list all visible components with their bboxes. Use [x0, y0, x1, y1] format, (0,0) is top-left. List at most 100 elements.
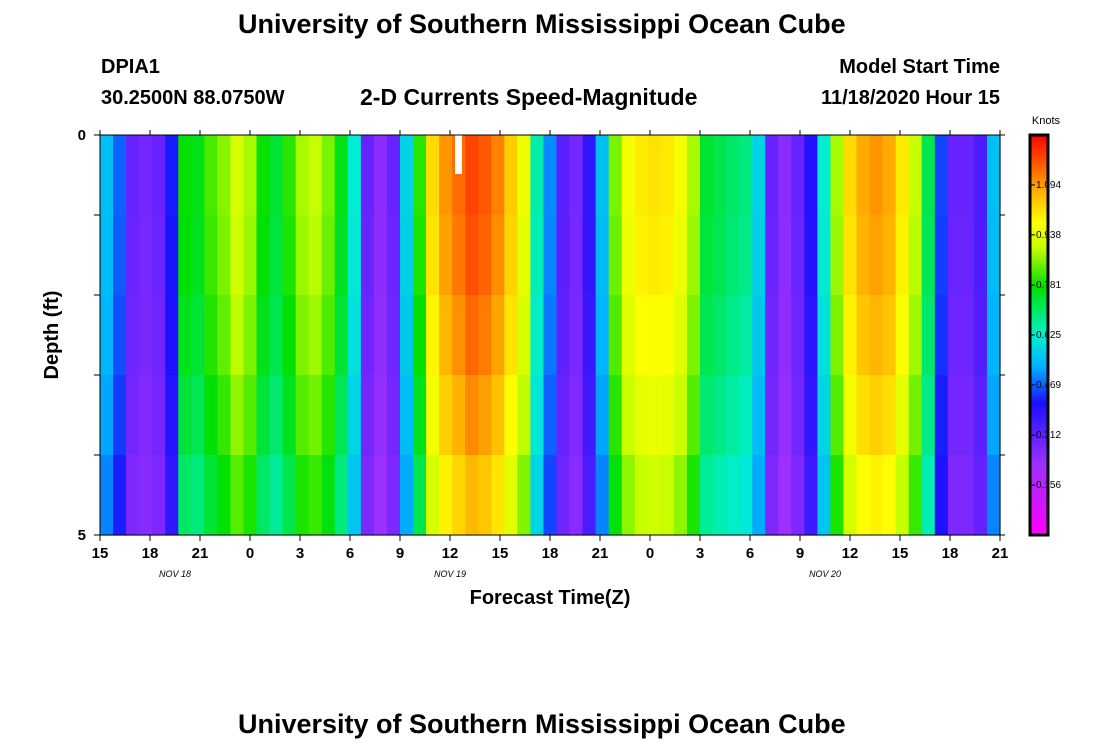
heatmap-cell: [517, 375, 532, 456]
heatmap-cell: [739, 455, 753, 536]
heatmap-cell: [895, 455, 910, 536]
heatmap-cell: [752, 215, 766, 296]
heatmap-cell: [334, 295, 349, 376]
heatmap-cell: [230, 215, 245, 296]
heatmap-cell: [530, 215, 545, 296]
heatmap-cell: [139, 375, 153, 456]
heatmap-cell: [791, 455, 805, 536]
heatmap-cell: [895, 215, 910, 296]
heatmap-cell: [595, 375, 610, 456]
heatmap-cell: [217, 215, 232, 296]
heatmap-cell: [556, 215, 571, 296]
heatmap-cell: [608, 295, 623, 376]
heatmap-cell: [921, 215, 936, 296]
heatmap-cell: [439, 375, 453, 456]
heatmap-cell: [882, 295, 897, 376]
heatmap-cell: [582, 375, 597, 456]
heatmap-cell: [556, 375, 571, 456]
heatmap-cell: [647, 455, 662, 536]
x-tick-label: 18: [542, 545, 559, 562]
model-start-label: Model Start Time: [839, 56, 1000, 78]
heatmap-cell: [778, 295, 792, 376]
heatmap-cell: [139, 135, 153, 216]
heatmap-cell: [869, 215, 884, 296]
heatmap-cell: [882, 135, 897, 216]
heatmap-cell: [908, 375, 923, 456]
heatmap-cell: [726, 215, 740, 296]
heatmap-cell: [856, 375, 871, 456]
heatmap-cell: [504, 215, 518, 296]
x-tick-label: 9: [396, 545, 404, 562]
x-tick-label: 12: [442, 545, 459, 562]
heatmap-cell: [869, 295, 884, 376]
heatmap-cell: [386, 135, 401, 216]
heatmap-cell: [765, 215, 779, 296]
heatmap-cell: [504, 135, 518, 216]
heatmap-cell: [426, 135, 440, 216]
heatmap-cell: [621, 215, 636, 296]
heatmap-cell: [726, 295, 740, 376]
heatmap-cell: [973, 215, 988, 296]
heatmap-cell: [439, 455, 453, 536]
heatmap-cell: [830, 455, 845, 536]
heatmap-cell: [439, 295, 453, 376]
heatmap-cell: [608, 135, 623, 216]
heatmap-cell: [869, 135, 884, 216]
heatmap-cell: [413, 215, 427, 296]
heatmap-cell: [386, 375, 401, 456]
heatmap-cell: [308, 375, 323, 456]
heatmap-cell: [791, 215, 805, 296]
heatmap-cell: [204, 135, 218, 216]
heatmap-cell: [556, 455, 571, 536]
heatmap-cell: [282, 135, 297, 216]
heatmap-cell: [413, 295, 427, 376]
heatmap-cell: [386, 295, 401, 376]
heatmap-cell: [778, 455, 792, 536]
heatmap-cell: [426, 215, 440, 296]
heatmap-cell: [634, 295, 649, 376]
y-tick-label: 5: [78, 527, 86, 544]
footer-title: University of Southern Mississippi Ocean…: [238, 709, 846, 739]
heatmap-cell: [217, 295, 232, 376]
heatmap-cell: [843, 215, 858, 296]
heatmap-cell: [152, 455, 166, 536]
heatmap-cell: [973, 455, 988, 536]
heatmap-cell: [373, 375, 388, 456]
heatmap-cell: [452, 295, 466, 376]
heatmap-cell: [843, 455, 858, 536]
heatmap-cell: [726, 375, 740, 456]
heatmap-cell: [739, 135, 753, 216]
heatmap-cell: [921, 295, 936, 376]
heatmap-cell: [947, 135, 962, 216]
heatmap-cell: [126, 455, 140, 536]
heatmap-cell: [778, 135, 792, 216]
heatmap-cell: [686, 295, 701, 376]
heatmap-cell: [686, 455, 701, 536]
heatmap-cell: [621, 455, 636, 536]
heatmap-cell: [413, 375, 427, 456]
heatmap-cell: [269, 215, 284, 296]
heatmap-cell: [256, 135, 271, 216]
heatmap-cell: [804, 455, 818, 536]
heatmap-cell: [321, 375, 336, 456]
heatmap-cell: [178, 375, 192, 456]
x-axis-label: Forecast Time(Z): [470, 587, 631, 609]
heatmap-cell: [243, 135, 258, 216]
heatmap-cell: [478, 375, 492, 456]
heatmap-cell: [986, 295, 1001, 376]
heatmap-cell: [126, 375, 140, 456]
heatmap-cell: [217, 375, 232, 456]
heatmap-cell: [817, 375, 832, 456]
heatmap-cell: [100, 215, 114, 296]
heatmap-cell: [360, 375, 375, 456]
heatmap-cell: [113, 215, 127, 296]
heatmap-cell: [269, 455, 284, 536]
x-tick-label: 15: [892, 545, 909, 562]
heatmap-cell: [726, 455, 740, 536]
heatmap-cell: [582, 135, 597, 216]
heatmap-cell: [673, 455, 688, 536]
heatmap-cell: [256, 295, 271, 376]
heatmap-cell: [295, 135, 310, 216]
heatmap-cell: [504, 375, 518, 456]
heatmap-cell: [243, 455, 258, 536]
